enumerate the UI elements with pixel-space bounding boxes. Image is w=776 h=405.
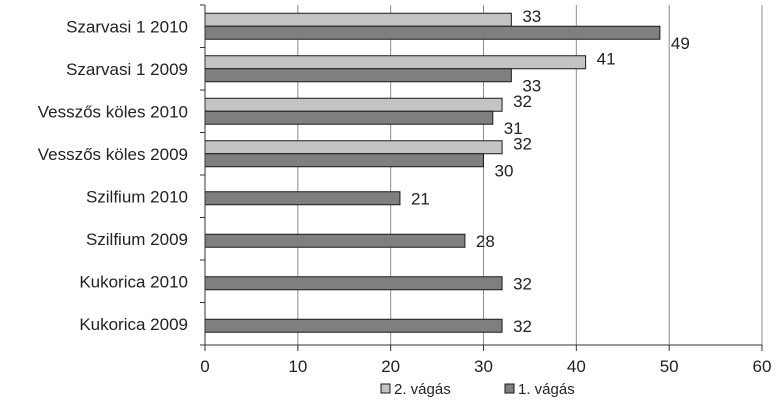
data-label: 41: [597, 49, 616, 68]
x-tick-label: 50: [660, 357, 679, 376]
x-tick-label: 30: [474, 357, 493, 376]
legend-label: 2. vágás: [394, 381, 451, 398]
legend-swatch: [380, 383, 391, 394]
bar-vagas-2: [204, 140, 503, 155]
x-tick-label: 60: [753, 357, 772, 376]
data-label: 28: [476, 232, 495, 251]
legend-label: 1. vágás: [518, 381, 575, 398]
category-label: Szarvasi 1 2010: [66, 17, 188, 36]
data-label: 32: [513, 92, 532, 111]
axes: 0 10 20 30 40 50 60: [200, 4, 772, 376]
data-label: 21: [411, 189, 430, 208]
data-label: 31: [504, 119, 523, 138]
bar-vagas-2: [204, 55, 587, 70]
bar-vagas-1: [204, 153, 484, 168]
data-label: 32: [513, 317, 532, 336]
data-label: 49: [671, 34, 690, 53]
bar-vagas-1: [204, 110, 494, 125]
bar-vagas-1: [204, 68, 512, 83]
bar-vagas-1: [204, 276, 503, 291]
bar-vagas-1: [204, 318, 503, 333]
bar-vagas-2: [204, 97, 503, 112]
category-label: Kukorica 2009: [79, 315, 188, 334]
bar-vagas-1: [204, 191, 401, 206]
x-tick-label: 10: [288, 357, 307, 376]
legend-swatch: [504, 383, 515, 394]
category-label: Szilfium 2010: [86, 187, 188, 206]
bar-vagas-2: [204, 12, 512, 27]
category-label: Szarvasi 1 2009: [66, 60, 188, 79]
data-label: 30: [495, 161, 514, 180]
data-label: 32: [513, 134, 532, 153]
category-label: Szilfium 2009: [86, 230, 188, 249]
data-label: 32: [513, 274, 532, 293]
labels: Szarvasi 1 2010 33 49 Szarvasi 1 2009 41 33 Ve…: [38, 7, 690, 336]
category-label: Vesszős köles 2010: [38, 102, 188, 121]
category-label: Kukorica 2010: [79, 272, 188, 291]
bar-vagas-1: [204, 25, 661, 40]
bars: [204, 12, 661, 333]
x-tick-label: 20: [381, 357, 400, 376]
legend: 2. vágás 1. vágás: [380, 381, 575, 398]
data-label: 33: [522, 7, 541, 26]
category-label: Vesszős köles 2009: [38, 145, 188, 164]
x-tick-label: 0: [200, 357, 209, 376]
data-label: 33: [522, 76, 541, 95]
x-tick-label: 40: [567, 357, 586, 376]
bar-vagas-1: [204, 233, 466, 248]
